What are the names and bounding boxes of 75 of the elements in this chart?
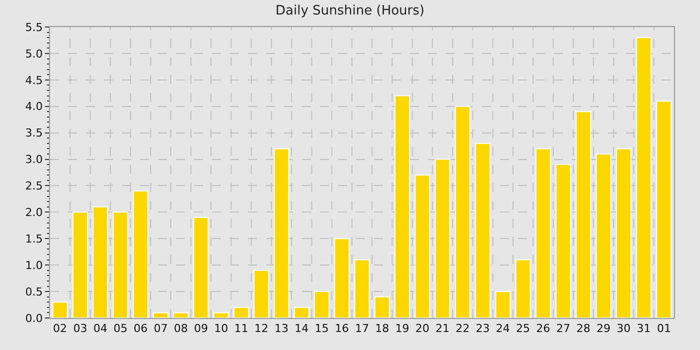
x-tick-label: 17: [355, 322, 369, 336]
bar: [233, 306, 249, 318]
y-tick-label: 3.0: [25, 153, 43, 166]
y-tick-label: 5.0: [25, 47, 43, 60]
y-tick-label: 0.5: [25, 285, 43, 298]
bar: [495, 291, 511, 318]
x-tick-label: 23: [476, 322, 490, 336]
x-tick-label: 27: [556, 322, 570, 336]
bar: [616, 148, 632, 318]
x-tick-label: 10: [214, 322, 228, 336]
x-tick-label: 20: [415, 322, 430, 336]
x-tick-label: 14: [294, 322, 309, 336]
bar: [515, 259, 531, 318]
bar: [656, 100, 672, 318]
x-tick-label: 12: [254, 322, 268, 336]
x-tick-label: 06: [134, 322, 148, 336]
bar: [414, 174, 430, 318]
x-tick-label: 28: [576, 322, 590, 336]
bar: [173, 312, 189, 318]
bar: [112, 212, 128, 318]
x-tick-label: 07: [154, 322, 168, 336]
bar: [556, 164, 572, 318]
bar: [92, 206, 108, 318]
bar: [294, 306, 310, 318]
bar: [52, 302, 68, 318]
y-tick-label: 0.0: [25, 312, 43, 325]
x-tick-label: 31: [636, 322, 651, 336]
y-tick-label: 5.5: [25, 20, 43, 34]
x-tick-label: 16: [334, 322, 349, 336]
x-tick-label: 26: [536, 322, 550, 336]
bar: [454, 106, 470, 318]
x-tick-label: 22: [456, 322, 470, 336]
x-tick-label: 09: [194, 322, 208, 336]
bar: [535, 148, 551, 318]
x-tick-label: 21: [436, 322, 450, 336]
x-tick-label: 18: [375, 322, 390, 336]
bar: [596, 153, 612, 318]
x-tick-label: 30: [616, 322, 631, 336]
x-tick-label: 02: [53, 322, 68, 336]
bar: [434, 158, 450, 318]
x-tick-label: 29: [596, 322, 611, 336]
bar: [314, 291, 330, 318]
bar: [576, 111, 592, 318]
bar: [274, 148, 290, 318]
bar: [394, 95, 410, 318]
x-tick-label: 15: [314, 322, 329, 336]
bar: [374, 296, 390, 318]
x-tick-label: 24: [496, 322, 510, 336]
x-tick-label: 04: [93, 322, 108, 336]
x-tick-label: 05: [113, 322, 128, 336]
bar: [193, 216, 209, 318]
bar: [334, 238, 350, 318]
x-tick-label: 08: [174, 322, 188, 336]
bar: [132, 190, 148, 318]
bar: [636, 37, 652, 318]
y-tick-label: 2.0: [25, 206, 43, 220]
y-tick-label: 4.5: [25, 74, 43, 87]
x-tick-label: 13: [274, 322, 288, 336]
x-tick-label: 01: [656, 322, 671, 336]
x-tick-label: 19: [395, 322, 410, 336]
bar: [475, 142, 491, 318]
y-tick-label: 1.5: [25, 232, 43, 246]
bar: [72, 212, 88, 318]
x-tick-label: 03: [73, 322, 88, 336]
y-tick-label: 4.0: [25, 100, 43, 114]
bar: [254, 270, 270, 318]
y-tick-label: 2.5: [25, 180, 43, 193]
x-tick-label: 25: [516, 322, 530, 336]
x-tick-label: 11: [234, 322, 248, 336]
bar: [213, 312, 229, 318]
bar: [152, 312, 168, 318]
y-tick-label: 3.5: [25, 126, 43, 140]
y-tick-label: 1.0: [25, 258, 43, 272]
chart-title: Daily Sunshine (Hours): [276, 3, 424, 18]
bar: [354, 259, 370, 318]
